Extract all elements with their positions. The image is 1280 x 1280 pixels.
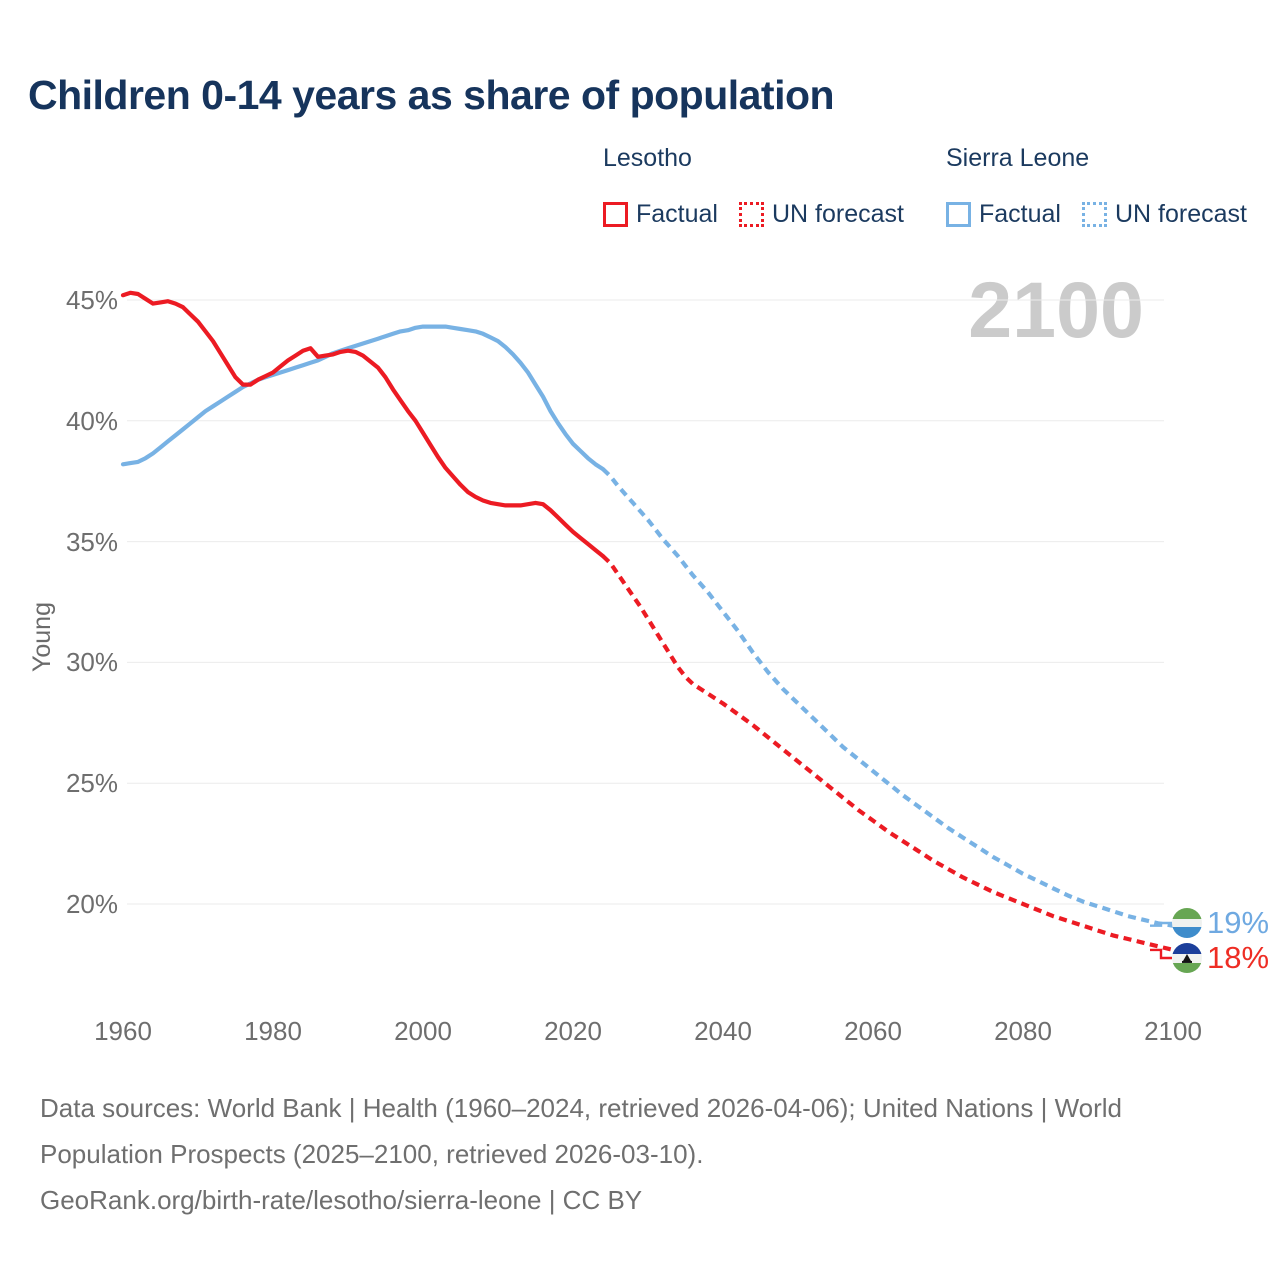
legend-label: Factual (636, 200, 718, 228)
line-lesotho-forecast (601, 554, 1174, 952)
x-tick-label: 2100 (1144, 1016, 1202, 1046)
y-tick-label: 30% (65, 647, 118, 678)
lesotho-flag-icon (1172, 943, 1202, 973)
legend-header-lesotho: Lesotho (603, 144, 692, 172)
legend-row-sierra-leone: Factual UN forecast (946, 200, 1247, 229)
data-sources-line-1: Data sources: World Bank | Health (1960–… (40, 1093, 1123, 1123)
x-tick-label: 2060 (844, 1016, 902, 1046)
sierra-leone-factual-swatch-icon (946, 202, 971, 227)
legend-label: UN forecast (1114, 200, 1247, 228)
line-lesotho-factual (120, 290, 606, 559)
x-tick-label: 1960 (94, 1016, 152, 1046)
sierra-leone-forecast-swatch-icon (1081, 202, 1107, 227)
lesotho-factual-swatch-icon (603, 202, 628, 227)
connector-lesotho (1150, 948, 1172, 960)
legend-label: Factual (979, 200, 1061, 228)
data-sources-line-2: Population Prospects (2025–2100, retriev… (40, 1139, 704, 1169)
connector-sierra-leone (1150, 921, 1172, 927)
x-tick-label: 2080 (994, 1016, 1052, 1046)
legend-row-lesotho: Factual UN forecast (603, 200, 904, 229)
y-tick-label: 35% (65, 526, 118, 557)
lesotho-forecast-swatch-icon (738, 202, 764, 227)
legend-item-sierra-leone-factual[interactable]: Factual (946, 200, 1061, 229)
mokorotlo-hat-icon (1182, 953, 1192, 963)
line-sierra-leone-forecast (601, 467, 1174, 928)
end-value-sierra-leone: 19% (1207, 905, 1270, 940)
y-tick-label: 20% (65, 889, 118, 919)
sierra-leone-flag-icon (1172, 908, 1202, 938)
x-tick-label: 1980 (244, 1016, 302, 1046)
legend-item-lesotho-factual[interactable]: Factual (603, 200, 718, 229)
y-tick-label: 40% (65, 405, 118, 436)
attribution-line: GeoRank.org/birth-rate/lesotho/sierra-le… (40, 1185, 643, 1215)
legend-label: UN forecast (771, 200, 904, 228)
page-title: Children 0-14 years as share of populati… (28, 72, 835, 118)
legend-item-lesotho-forecast[interactable]: UN forecast (738, 200, 904, 229)
x-tick-label: 2040 (694, 1016, 752, 1046)
watermark-year: 2100 (968, 265, 1144, 354)
x-tick-label: 2000 (394, 1016, 452, 1046)
x-tick-label: 2020 (544, 1016, 602, 1046)
line-sierra-leone-factual (120, 324, 606, 472)
y-tick-label: 45% (65, 285, 118, 315)
end-value-lesotho: 18% (1207, 940, 1270, 975)
legend-item-sierra-leone-forecast[interactable]: UN forecast (1081, 200, 1247, 229)
y-tick-label: 25% (65, 768, 118, 799)
legend-header-sierra-leone: Sierra Leone (946, 144, 1090, 172)
